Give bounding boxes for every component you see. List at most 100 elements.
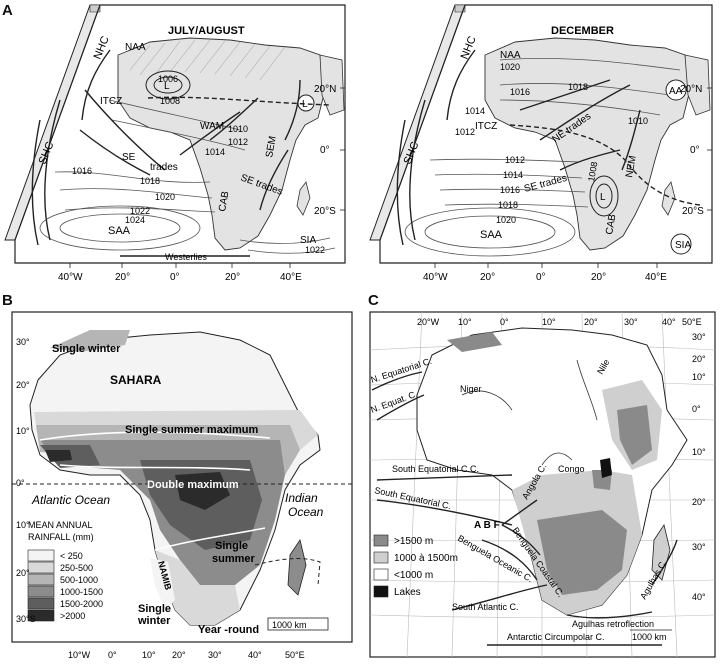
- sahara-label: SAHARA: [110, 373, 162, 387]
- legend-label: >2000: [60, 611, 85, 621]
- r-lon-0: 0°: [536, 272, 546, 283]
- single-winter-s-2: winter: [137, 615, 171, 627]
- legend-swatch: [27, 597, 55, 610]
- legend-title-1: MEAN ANNUAL: [28, 520, 93, 530]
- year-round: Year -round: [198, 624, 259, 636]
- double-max: Double maximum: [147, 479, 239, 491]
- atlantic-ocean: Atlantic Ocean: [31, 493, 110, 507]
- lon-label: 20°W: [417, 317, 440, 327]
- r-isobar-1014: 1014: [465, 106, 485, 116]
- legend-swatch: [27, 561, 55, 574]
- legend-swatch: [373, 585, 389, 598]
- lon-label: 50°E: [682, 317, 702, 327]
- lon-label: 10°W: [68, 650, 91, 660]
- lat-label: 20°: [692, 354, 706, 364]
- lat-label: 20°: [16, 568, 30, 578]
- lat-label: 30°S: [16, 614, 36, 624]
- legend-label: <1000 m: [394, 570, 433, 581]
- lon-label: 10°: [458, 317, 472, 327]
- r-lat-20n: 20°N: [680, 84, 702, 95]
- isobar-1022: 1022: [130, 206, 150, 216]
- nhc-label: NHC: [92, 34, 112, 61]
- r-cab-label: CAB: [604, 213, 618, 235]
- lon-label: 30°: [624, 317, 638, 327]
- r-itcz-label: ITCZ: [475, 121, 497, 132]
- congo-label: Congo: [558, 464, 585, 474]
- panel-b-map: MEAN ANNUAL RAINFALL (mm) < 250 250-500 50…: [11, 311, 353, 660]
- niger-label: Niger: [460, 384, 482, 394]
- legend-swatch: [373, 568, 389, 581]
- c-scale: 1000 km: [632, 632, 667, 642]
- r-isobar-1016b: 1016: [500, 185, 520, 195]
- legend-swatch: [27, 573, 55, 586]
- single-summer-max: Single summer maximum: [125, 424, 258, 436]
- naa-label: NAA: [125, 42, 146, 53]
- lat-label: 40°: [692, 592, 706, 602]
- right-title: DECEMBER: [551, 25, 614, 37]
- lon-40e: 40°E: [280, 272, 302, 283]
- panel-a-left-map: JULY/AUGUST NAA NHC SHC ITCZ L L 1006 10…: [4, 4, 346, 283]
- abf-label: A B F: [474, 520, 500, 531]
- lon-label: 30°: [208, 650, 222, 660]
- lon-label: 20°: [172, 650, 186, 660]
- lat-20n: 20°N: [314, 84, 336, 95]
- legend-swatch: [27, 585, 55, 598]
- r-isobar-1018: 1018: [568, 82, 588, 92]
- lon-label: 40°: [662, 317, 676, 327]
- r-isobar-1020b: 1020: [496, 215, 516, 225]
- single-winter-north: Single winter: [52, 343, 121, 355]
- r-sia-label: SIA: [675, 240, 691, 251]
- lon-0: 0°: [170, 272, 180, 283]
- panel-a-right-map: DECEMBER NAA NHC SHC ITCZ NE trades SE t…: [369, 4, 713, 283]
- lat-label: 10°: [16, 520, 30, 530]
- legend-label: 500-1000: [60, 575, 98, 585]
- sia-label: SIA: [300, 235, 316, 246]
- isobar-1010: 1010: [228, 124, 248, 134]
- isobar-1022b: 1022: [305, 245, 325, 255]
- cab-label: CAB: [217, 190, 231, 212]
- lat-20s: 20°S: [314, 206, 336, 217]
- lat-0: 0°: [320, 145, 330, 156]
- legend-label: 1500-2000: [60, 599, 103, 609]
- indian-ocean-1: Indian: [285, 491, 318, 505]
- single-summer-2: summer: [212, 553, 256, 565]
- isobar-1012: 1012: [228, 137, 248, 147]
- lon-label: 0°: [500, 317, 509, 327]
- r-isobar-1014b: 1014: [503, 170, 523, 180]
- single-winter-s-1: Single: [138, 603, 171, 615]
- lon-label: 50°E: [285, 650, 305, 660]
- legend-label: < 250: [60, 551, 83, 561]
- westerlies-label: Westerlies: [165, 252, 207, 262]
- legend-label: >1500 m: [394, 536, 433, 547]
- r-isobar-1012: 1012: [455, 127, 475, 137]
- r-nem-label: NEM: [624, 155, 639, 179]
- legend-title-2: RAINFALL (mm): [28, 532, 94, 542]
- lon-label: 20°: [584, 317, 598, 327]
- r-isobar-1020: 1020: [500, 62, 520, 72]
- wam-label: WAM: [200, 121, 224, 132]
- lon-40w: 40°W: [58, 272, 83, 283]
- panel-b-label: B: [2, 292, 13, 309]
- isobar-1008: 1008: [160, 96, 180, 106]
- lon-20: 20°: [115, 272, 130, 283]
- lat-label: 20°: [16, 380, 30, 390]
- lat-label: 10°: [692, 372, 706, 382]
- lon-label: 10°: [142, 650, 156, 660]
- saa-label: SAA: [108, 225, 131, 237]
- isobar-1016: 1016: [72, 166, 92, 176]
- panel-c-label: C: [368, 292, 379, 309]
- se-trades-1: SE: [122, 152, 136, 163]
- b-scale: 1000 km: [272, 620, 307, 630]
- r-isobar-1018b: 1018: [498, 200, 518, 210]
- lon-label: 0°: [108, 650, 117, 660]
- agulhas-retro: Agulhas retroflection: [572, 619, 654, 629]
- legend-label: 250-500: [60, 563, 93, 573]
- r-isobar-1008: 1008: [586, 161, 599, 182]
- legend-label: Lakes: [394, 587, 421, 598]
- legend-swatch: [373, 551, 389, 564]
- r-lon-40e: 40°E: [645, 272, 667, 283]
- r-aa-label: AA: [669, 86, 683, 97]
- panel-a-map: JULY/AUGUST NAA NHC SHC ITCZ L L 1006 10…: [4, 4, 713, 283]
- left-title: JULY/AUGUST: [168, 25, 245, 37]
- r-nhc-label: NHC: [459, 34, 479, 61]
